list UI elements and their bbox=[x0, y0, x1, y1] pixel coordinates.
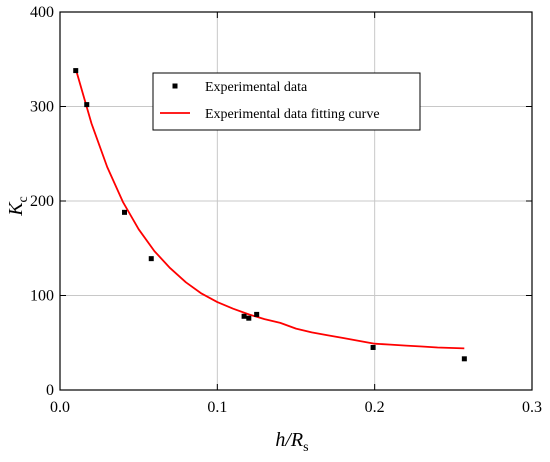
axis-ticks bbox=[59, 11, 533, 391]
y-axis-label-sub: c bbox=[16, 196, 31, 202]
data-point bbox=[241, 313, 247, 319]
legend-label-fitting-curve: Experimental data fitting curve bbox=[205, 107, 380, 122]
legend-box bbox=[152, 72, 421, 131]
series-layer bbox=[73, 68, 467, 362]
y-tick-label: 100 bbox=[30, 288, 54, 305]
y-tick-label: 300 bbox=[30, 99, 54, 116]
x-tick-label: 0.0 bbox=[50, 399, 70, 416]
legend-label-experimental-data: Experimental data bbox=[205, 80, 308, 95]
data-point bbox=[73, 68, 79, 74]
data-point bbox=[84, 102, 90, 108]
data-point bbox=[461, 356, 467, 362]
x-tick-labels: 0.0 0.1 0.2 0.3 bbox=[50, 399, 542, 416]
y-tick-label: 400 bbox=[30, 4, 54, 21]
data-point bbox=[370, 344, 376, 350]
x-tick-label: 0.1 bbox=[207, 399, 227, 416]
x-tick-label: 0.2 bbox=[365, 399, 385, 416]
data-point bbox=[246, 315, 252, 321]
data-point bbox=[254, 311, 260, 317]
grid-lines bbox=[60, 12, 532, 390]
data-point bbox=[148, 256, 154, 262]
legend-marker-experimental-data bbox=[172, 83, 178, 89]
y-tick-label: 200 bbox=[30, 193, 54, 210]
y-axis-label: Kc bbox=[5, 196, 31, 217]
legend: Experimental data Experimental data fitt… bbox=[152, 72, 421, 131]
y-tick-label: 0 bbox=[46, 382, 54, 399]
x-axis-label-main: h/R bbox=[275, 429, 303, 451]
data-point bbox=[122, 209, 128, 215]
x-axis-label: h/Rs bbox=[275, 429, 308, 455]
x-axis-label-sub: s bbox=[303, 440, 308, 455]
x-tick-label: 0.3 bbox=[522, 399, 542, 416]
y-axis-label-main: K bbox=[5, 201, 27, 217]
y-tick-labels: 0 100 200 300 400 bbox=[30, 4, 54, 399]
fitting-curve-line bbox=[74, 68, 465, 350]
